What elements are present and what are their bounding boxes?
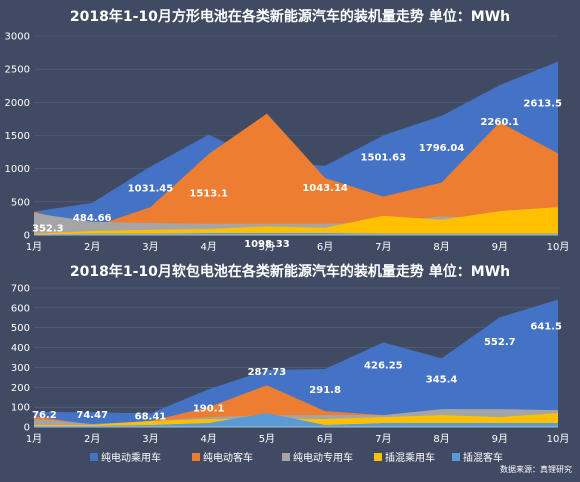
chart1-y-tick: 3000 <box>5 32 30 43</box>
chart1-y-tick: 1500 <box>5 131 30 142</box>
chart1-data-label: 352.3 <box>32 224 64 235</box>
chart2-x-tick: 8月 <box>433 433 449 445</box>
chart1-x-tick: 1月 <box>26 241 42 253</box>
chart2-data-label: 426.25 <box>364 360 403 371</box>
chart2-data-label: 291.8 <box>309 385 341 396</box>
legend-swatch <box>374 453 382 461</box>
chart1-plot: 0 500 1000 1500 2000 2500 3000 1月 2月 3月 4月 5月 6月 7月 8月… <box>5 32 570 254</box>
chart1-x-tick: 10月 <box>547 241 570 253</box>
chart1-data-label: 484.66 <box>73 213 112 224</box>
chart2-data-label: 76.2 <box>32 410 57 421</box>
chart1-y-tick: 1000 <box>5 164 30 175</box>
chart2-y-tick: 500 <box>11 323 30 334</box>
chart2-x-tick: 4月 <box>200 433 216 445</box>
legend: 纯电动乘用车 纯电动客车 纯电动专用车 插混乘用车 插混客车 <box>90 451 503 464</box>
chart2-data-label: 74.47 <box>76 410 108 421</box>
source-note: 数据来源：真锂研究 <box>500 464 572 474</box>
chart2-title: 2018年1-10月软包电池在各类新能源汽车的装机量走势 单位：MWh <box>70 263 510 280</box>
chart2-y-tick: 700 <box>11 284 30 295</box>
chart1-x-tick: 9月 <box>492 241 508 253</box>
chart2-y-tick: 600 <box>11 303 30 314</box>
chart1-data-label: 2613.5 <box>523 99 562 110</box>
chart1-y-tick: 2000 <box>5 98 30 109</box>
chart2-x-tick: 1月 <box>26 433 42 445</box>
chart2-series-1-area <box>34 299 558 427</box>
chart2-x-tick: 2月 <box>84 433 100 445</box>
chart1-data-label: 1043.14 <box>302 183 348 194</box>
chart2-y-tick: 200 <box>11 383 30 394</box>
chart2-y-tick: 400 <box>11 343 30 354</box>
chart2-data-label: 190.1 <box>193 403 225 414</box>
chart1-data-label: 1031.45 <box>128 184 174 195</box>
chart1-data-label: 1796.04 <box>419 143 465 154</box>
chart2-x-tick: 3月 <box>142 433 158 445</box>
chart1-x-tick: 6月 <box>317 241 333 253</box>
chart1-y-tick: 0 <box>24 231 30 242</box>
legend-swatch <box>192 453 200 461</box>
chart1-x-tick: 8月 <box>433 241 449 253</box>
chart1-x-tick: 2月 <box>84 241 100 253</box>
chart1-data-label: 1513.1 <box>189 189 228 200</box>
chart2-x-tick: 5月 <box>259 433 275 445</box>
legend-label: 纯电动乘用车 <box>101 451 161 464</box>
legend-label: 纯电动客车 <box>203 451 253 464</box>
chart2-data-label: 287.73 <box>248 367 287 378</box>
chart1-y-tick: 500 <box>11 197 30 208</box>
chart1-data-label: 1501.63 <box>361 152 407 163</box>
chart2-data-label: 552.7 <box>484 337 516 348</box>
chart1-data-label: 2260.1 <box>480 117 519 128</box>
legend-swatch <box>90 453 98 461</box>
chart2-series-5-area <box>34 413 558 427</box>
legend-label: 纯电动专用车 <box>293 451 353 464</box>
chart1-series-5-area <box>34 233 558 235</box>
chart2-y-tick: 0 <box>24 423 30 434</box>
chart2-data-label: 68.41 <box>135 411 167 422</box>
legend-swatch <box>282 453 290 461</box>
chart2-data-label: 641.5 <box>530 322 562 333</box>
chart1-series-2-area <box>34 113 558 235</box>
chart2-x-tick: 9月 <box>492 433 508 445</box>
legend-label: 插混客车 <box>463 451 503 464</box>
chart2-data-label: 345.4 <box>426 374 458 385</box>
chart2-plot: 0 100 200 300 400 500 600 700 1月 2月 3月 4月 5月 6月 7月 8月 9月… <box>11 284 569 446</box>
chart1-series-4-area <box>34 207 558 235</box>
legend-label: 插混乘用车 <box>385 451 435 464</box>
chart2-x-tick: 6月 <box>317 433 333 445</box>
chart1-x-tick: 4月 <box>200 241 216 253</box>
chart2-y-tick: 300 <box>11 363 30 374</box>
chart1-data-label: 1098.33 <box>244 239 290 250</box>
chart2-x-tick: 7月 <box>375 433 391 445</box>
chart1-x-tick: 3月 <box>142 241 158 253</box>
chart1-x-tick: 7月 <box>375 241 391 253</box>
chart2-x-tick: 10月 <box>547 433 570 445</box>
chart1-x-tick: 5月 <box>259 241 275 253</box>
chart1-title: 2018年1-10月方形电池在各类新能源汽车的装机量走势 单位：MWh <box>70 8 510 25</box>
chart2-y-tick: 100 <box>11 403 30 414</box>
legend-swatch <box>452 453 460 461</box>
chart1-y-tick: 2500 <box>5 65 30 76</box>
